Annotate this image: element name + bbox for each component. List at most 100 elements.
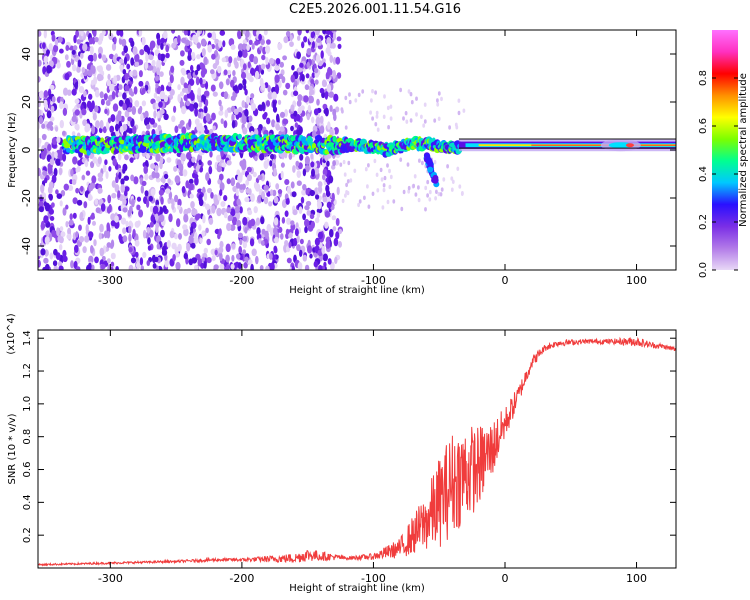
noise-cell (424, 207, 427, 212)
noise-cell (260, 39, 265, 45)
noise-cell (186, 242, 191, 252)
branch-cell (427, 166, 434, 173)
noise-cell (358, 199, 362, 204)
noise-cell (160, 84, 165, 93)
noise-cell (265, 265, 270, 270)
noise-cell (105, 171, 109, 179)
noise-cell (344, 125, 348, 130)
noise-cell (210, 69, 215, 75)
noise-cell (389, 104, 393, 109)
noise-cell (124, 190, 128, 197)
noise-cell (191, 51, 196, 60)
noise-cell (65, 45, 70, 51)
noise-cell (345, 182, 348, 188)
noise-cell (186, 152, 192, 160)
noise-cell (297, 30, 302, 36)
noise-cell (70, 260, 74, 269)
noise-cell (344, 193, 347, 198)
noise-cell (275, 58, 281, 65)
noise-cell (318, 264, 323, 270)
snr-y-tick-label: 0.6 (22, 462, 33, 478)
snr-x-tick-label: 0 (501, 572, 508, 585)
noise-cell (127, 116, 133, 122)
noise-cell (182, 169, 188, 177)
noise-cell (224, 109, 229, 118)
noise-cell (404, 111, 408, 116)
noise-cell (304, 165, 310, 173)
noise-cell (150, 188, 156, 196)
noise-cell (208, 217, 214, 225)
noise-cell (271, 91, 278, 100)
noise-cell (73, 34, 77, 44)
noise-cell (259, 45, 263, 51)
noise-cell (203, 191, 208, 201)
noise-cell (248, 39, 253, 45)
noise-cell (64, 54, 69, 61)
noise-cell (177, 35, 181, 44)
noise-cell (134, 100, 140, 108)
noise-cell (314, 237, 320, 246)
noise-cell (93, 76, 98, 85)
noise-cell (244, 30, 250, 38)
noise-cell (130, 40, 135, 48)
noise-cell (174, 233, 178, 240)
noise-cell (191, 207, 196, 216)
noise-cell (254, 155, 258, 162)
noise-cell (275, 123, 281, 131)
ridge-cell (303, 144, 309, 150)
noise-cell (254, 70, 260, 80)
spectrogram-y-tick-label: -40 (20, 237, 33, 255)
noise-cell (204, 106, 208, 114)
noise-cell (371, 89, 374, 94)
noise-cell (338, 228, 343, 235)
noise-cell (51, 34, 56, 42)
band-blob (625, 143, 634, 148)
noise-cell (428, 197, 432, 202)
noise-cell (144, 173, 149, 181)
noise-cell (85, 170, 91, 176)
noise-cell (186, 207, 192, 214)
noise-cell (205, 113, 211, 122)
noise-cell (38, 121, 41, 131)
noise-cell (274, 74, 280, 83)
noise-cell (324, 91, 329, 100)
noise-cell (241, 115, 247, 125)
noise-cell (315, 116, 321, 126)
snr-y-tick-label: 0.2 (22, 527, 33, 543)
noise-cell (131, 106, 137, 115)
noise-cell (156, 111, 160, 119)
noise-cell (440, 187, 444, 192)
noise-cell (329, 55, 334, 63)
noise-cell (315, 217, 320, 224)
noise-cell (52, 260, 58, 267)
noise-cell (110, 131, 117, 138)
noise-cell (155, 177, 161, 183)
noise-cell (179, 91, 185, 97)
noise-cell (335, 56, 341, 65)
noise-cell (260, 69, 265, 75)
noise-cell (106, 222, 110, 231)
ridge-cell (237, 133, 242, 140)
noise-cell (120, 178, 125, 186)
noise-cell (115, 123, 119, 132)
noise-cell (315, 194, 320, 200)
noise-cell (208, 166, 213, 175)
noise-cell (247, 209, 253, 216)
noise-cell (88, 184, 94, 192)
noise-cell (407, 189, 411, 194)
noise-cell (127, 209, 132, 217)
noise-cell (76, 266, 81, 270)
noise-cell (263, 30, 268, 36)
noise-cell (58, 265, 64, 270)
noise-cell (180, 67, 186, 74)
noise-cell (387, 125, 390, 130)
noise-cell (293, 90, 299, 97)
noise-cell (269, 262, 275, 270)
noise-cell (56, 227, 60, 237)
noise-cell (277, 99, 282, 105)
noise-cell (296, 114, 301, 122)
noise-cell (81, 174, 85, 181)
noise-cell (382, 187, 386, 193)
noise-cell (113, 36, 117, 45)
noise-cell (190, 242, 196, 249)
